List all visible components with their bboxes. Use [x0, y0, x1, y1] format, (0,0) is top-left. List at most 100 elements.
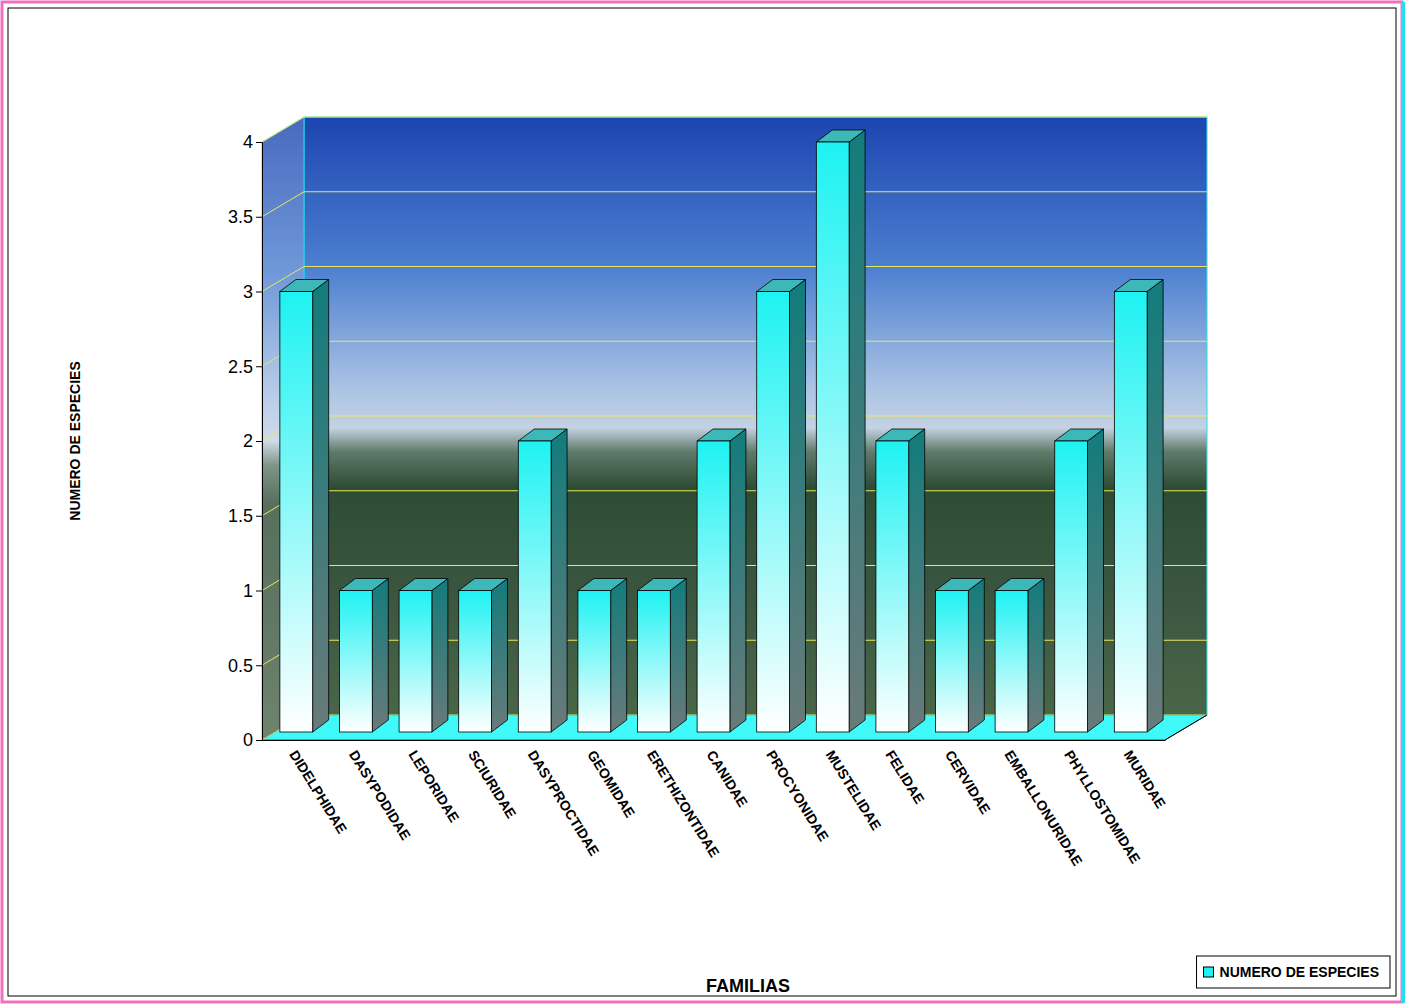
- bar-top: [578, 579, 627, 591]
- bar-group: [757, 280, 806, 733]
- x-tick: GEOMIDAE: [584, 740, 638, 820]
- y-tick-label: 3.5: [228, 207, 253, 227]
- bar: [995, 591, 1028, 733]
- bar-side: [1088, 429, 1104, 732]
- frame-edge: [1401, 2, 1405, 1003]
- x-tick-label: CERVIDAE: [942, 747, 994, 817]
- y-tick-label: 4: [243, 132, 253, 152]
- grid: [262, 117, 1207, 740]
- bar-side: [909, 429, 925, 732]
- bar-side: [789, 280, 805, 733]
- y-tick-label: 1: [243, 581, 253, 601]
- legend-box: [1197, 956, 1390, 988]
- x-tick: MUSTELIDAE: [823, 740, 885, 833]
- bar: [578, 591, 611, 733]
- bar: [816, 142, 849, 732]
- bar-group: [518, 429, 567, 732]
- grid-line: [262, 416, 1207, 441]
- x-axis-line: [263, 740, 1166, 741]
- bar-top: [518, 429, 567, 441]
- bar: [280, 292, 313, 733]
- grid-line: [262, 341, 1207, 366]
- bar-group: [816, 130, 865, 732]
- bar-side: [968, 579, 984, 733]
- bar-side: [1147, 280, 1163, 733]
- x-tick: CERVIDAE: [942, 740, 994, 817]
- bar-group: [1055, 429, 1104, 732]
- y-tick: 2: [243, 431, 262, 451]
- x-tick: MURIDAE: [1121, 740, 1169, 811]
- x-tick: DASYPODIDAE: [346, 740, 414, 843]
- bar-side: [313, 280, 329, 733]
- bar: [638, 591, 671, 733]
- bar-side: [372, 579, 388, 733]
- y-tick: 1: [243, 581, 262, 601]
- grid-line: [262, 117, 1207, 142]
- bar-top: [638, 579, 687, 591]
- x-tick: FELIDAE: [882, 740, 927, 807]
- y-axis: 00.511.522.533.54: [228, 132, 263, 750]
- bar: [757, 292, 790, 733]
- x-tick-label: MURIDAE: [1121, 747, 1169, 811]
- bar-group: [399, 579, 448, 733]
- bar-side: [611, 579, 627, 733]
- y-tick-label: 2.5: [228, 357, 253, 377]
- y-tick-mark: [256, 441, 262, 442]
- y-tick: 3.5: [228, 207, 262, 227]
- bar-top: [459, 579, 508, 591]
- y-tick: 0: [243, 730, 262, 750]
- bar-side: [849, 130, 865, 732]
- y-tick-mark: [256, 665, 262, 666]
- x-tick: LEPORIDAE: [406, 740, 463, 825]
- grid-line: [262, 267, 1207, 292]
- y-tick-mark: [256, 217, 262, 218]
- bar-side: [670, 579, 686, 733]
- y-tick-label: 1.5: [228, 506, 253, 526]
- bar-group: [936, 579, 985, 733]
- bar-side: [1028, 579, 1044, 733]
- y-tick-label: 2: [243, 431, 253, 451]
- bar: [518, 441, 551, 732]
- bar: [339, 591, 372, 733]
- y-tick-mark: [256, 366, 262, 367]
- y-tick-label: 0.5: [228, 656, 253, 676]
- x-tick-label: CANIDAE: [704, 747, 751, 810]
- bar-side: [432, 579, 448, 733]
- x-tick-label: DIDELPHIDAE: [286, 747, 350, 836]
- bar-group: [1114, 280, 1163, 733]
- x-axis: DIDELPHIDAEDASYPODIDAELEPORIDAESCIURIDAE…: [263, 740, 1169, 869]
- bar-side: [491, 579, 507, 733]
- x-tick-label: GEOMIDAE: [584, 747, 638, 820]
- bar-side: [730, 429, 746, 732]
- bar-group: [995, 579, 1044, 733]
- legend-swatch: [1204, 967, 1214, 977]
- legend: NUMERO DE ESPECIES: [1197, 956, 1390, 988]
- bar-group: [638, 579, 687, 733]
- bar-group: [697, 429, 746, 732]
- y-tick-mark: [256, 591, 262, 592]
- grid-line: [262, 192, 1207, 217]
- y-tick: 1.5: [228, 506, 262, 526]
- bar-group: [280, 280, 329, 733]
- bar-top: [1114, 280, 1163, 292]
- bar: [936, 591, 969, 733]
- x-tick: CANIDAE: [704, 740, 751, 810]
- x-tick-label: LEPORIDAE: [406, 747, 463, 825]
- bar-top: [936, 579, 985, 591]
- y-tick-mark: [256, 292, 262, 293]
- bar-top: [697, 429, 746, 441]
- bar-top: [816, 130, 865, 142]
- y-tick: 4: [243, 132, 262, 152]
- bar-top: [1055, 429, 1104, 441]
- x-tick: PROCYONIDAE: [763, 740, 832, 844]
- inner-frame: [8, 8, 1396, 996]
- y-axis-title: NUMERO DE ESPECIES: [67, 361, 83, 520]
- bar-top: [399, 579, 448, 591]
- x-tick: DIDELPHIDAE: [286, 740, 350, 836]
- bar-top: [876, 429, 925, 441]
- bar-group: [578, 579, 627, 733]
- y-tick-mark: [256, 142, 262, 143]
- x-tick: SCIURIDAE: [465, 740, 519, 821]
- bar: [459, 591, 492, 733]
- bars: [280, 130, 1163, 732]
